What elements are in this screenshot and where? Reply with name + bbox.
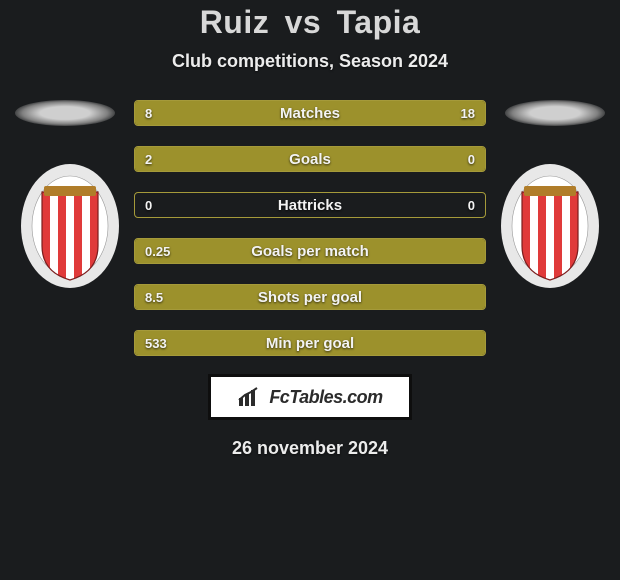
page-title: Ruiz vs Tapia: [200, 4, 421, 41]
stat-fill-left: [135, 331, 485, 355]
date-label: 26 november 2024: [232, 438, 388, 459]
stat-fill-left: [135, 101, 243, 125]
player2-photo-placeholder: [505, 100, 605, 126]
stat-row: 8.5Shots per goal: [134, 284, 486, 310]
source-logo: FcTables.com: [208, 374, 412, 420]
player2-club-badge: [500, 162, 600, 290]
stat-row: 0.25Goals per match: [134, 238, 486, 264]
comparison-body: 818Matches 20Goals 0 0Hattricks 0.25Goals pe…: [0, 100, 620, 356]
subtitle: Club competitions, Season 2024: [172, 51, 448, 72]
stat-row: 533Min per goal: [134, 330, 486, 356]
stat-value-left: 0: [145, 193, 152, 217]
club-badge-icon: [20, 162, 120, 290]
stat-row: 20Goals: [134, 146, 486, 172]
player1-side: [10, 100, 130, 290]
stat-label: Hattricks: [135, 193, 485, 217]
stat-bars: 818Matches 20Goals 0 0Hattricks 0.25Goals pe…: [130, 100, 490, 356]
club-badge-icon: [500, 162, 600, 290]
player2-side: [490, 100, 610, 290]
source-logo-text: FcTables.com: [269, 387, 382, 408]
bar-chart-icon: [237, 386, 263, 408]
player1-photo-placeholder: [15, 100, 115, 126]
stat-row: 0 0Hattricks: [134, 192, 486, 218]
vs-label: vs: [285, 4, 322, 40]
player1-club-badge: [20, 162, 120, 290]
stat-fill-right: [243, 101, 485, 125]
stat-fill-left: [135, 285, 485, 309]
player1-name: Ruiz: [200, 4, 270, 40]
stat-row: 818Matches: [134, 100, 486, 126]
stat-value-right: 0: [468, 193, 475, 217]
stat-fill-left: [135, 147, 485, 171]
player2-name: Tapia: [337, 4, 421, 40]
comparison-card: Ruiz vs Tapia Club competitions, Season …: [0, 0, 620, 580]
stat-fill-left: [135, 239, 485, 263]
